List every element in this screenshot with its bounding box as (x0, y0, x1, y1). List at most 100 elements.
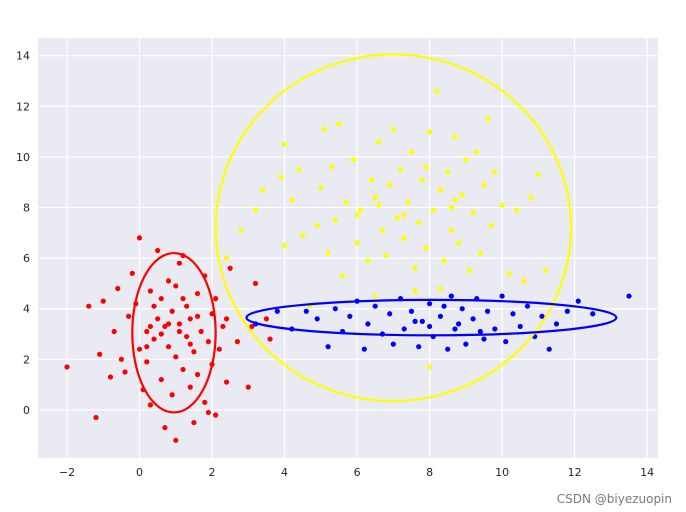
data-point (452, 134, 458, 140)
data-point (339, 273, 346, 279)
data-point (238, 227, 244, 233)
y-tick-label: 12 (16, 100, 30, 113)
data-point (437, 313, 444, 319)
data-point (347, 313, 353, 319)
data-point (365, 258, 371, 264)
cluster-ellipses (131, 53, 618, 414)
data-point (488, 222, 494, 228)
data-point (492, 169, 498, 175)
data-point (281, 242, 288, 249)
data-point (191, 349, 197, 355)
x-tick-label: 14 (640, 466, 654, 479)
data-point (626, 293, 632, 299)
data-point (126, 313, 132, 319)
data-point (361, 346, 367, 352)
data-point (419, 318, 425, 324)
data-point (100, 298, 106, 304)
data-point (223, 379, 230, 385)
data-point (245, 384, 251, 390)
data-point (528, 194, 534, 200)
data-point (546, 346, 552, 352)
data-point (376, 139, 382, 145)
data-point (184, 303, 190, 309)
data-point (144, 344, 150, 350)
data-point (416, 220, 422, 226)
data-point (426, 129, 433, 135)
data-point (252, 280, 259, 287)
data-point (372, 293, 378, 299)
data-point (387, 182, 393, 188)
data-point (187, 384, 193, 390)
data-point (397, 166, 404, 173)
x-tick-label: 2 (209, 466, 216, 479)
data-point (553, 321, 560, 327)
data-point (274, 308, 280, 314)
data-point (524, 303, 531, 309)
data-point (539, 313, 545, 319)
data-point (300, 232, 306, 238)
data-point (564, 308, 570, 314)
data-point (169, 392, 175, 398)
x-tick-label: 4 (281, 466, 288, 479)
data-point (165, 321, 172, 327)
data-point (202, 399, 208, 405)
data-point (354, 212, 360, 218)
grid (38, 38, 658, 458)
data-point (194, 371, 201, 378)
data-point (419, 177, 425, 183)
data-point (151, 336, 157, 342)
data-point (426, 301, 433, 307)
data-point (372, 303, 378, 309)
data-point (223, 255, 230, 261)
data-point (227, 265, 233, 271)
y-tick-label: 2 (23, 353, 30, 366)
data-point (165, 344, 172, 350)
data-point (147, 402, 153, 408)
data-point (86, 303, 92, 309)
data-point (147, 288, 153, 294)
data-point (372, 194, 378, 200)
data-point (575, 298, 581, 304)
data-point (184, 333, 190, 340)
data-point (176, 321, 183, 327)
data-point (535, 172, 541, 178)
data-point (162, 323, 168, 330)
data-point (107, 374, 114, 380)
data-point (252, 207, 259, 213)
data-point (325, 250, 331, 256)
data-point (165, 278, 172, 284)
y-tick-label: 14 (16, 50, 30, 63)
data-point (379, 227, 386, 233)
data-point (122, 369, 128, 375)
watermark-text: CSDN @biyezuopin (556, 492, 672, 506)
y-tick-label: 4 (23, 303, 30, 316)
data-point (332, 306, 338, 312)
x-tick-label: 0 (136, 466, 143, 479)
data-point (484, 308, 491, 314)
data-point (176, 328, 183, 335)
data-point (249, 323, 255, 330)
x-tick-label: −2 (59, 466, 75, 479)
data-point (463, 156, 469, 163)
data-point (151, 303, 157, 309)
data-point (129, 270, 135, 276)
data-point (412, 265, 418, 271)
data-point (278, 174, 284, 180)
data-point (205, 339, 212, 345)
data-point (213, 412, 219, 418)
data-point (477, 328, 483, 335)
data-point (213, 296, 219, 302)
data-point (350, 156, 357, 163)
tick-labels: −2 0 2 4 6 8 10 12 14 0 2 4 6 8 10 12 14 (16, 50, 654, 479)
x-tick-label: 12 (568, 466, 582, 479)
data-point (401, 326, 407, 332)
data-point (115, 285, 121, 292)
data-point (144, 359, 150, 365)
data-point (434, 88, 440, 94)
data-point (401, 212, 407, 218)
data-point (437, 187, 444, 193)
data-point (408, 308, 415, 314)
data-point (390, 126, 396, 132)
data-point (510, 311, 516, 317)
